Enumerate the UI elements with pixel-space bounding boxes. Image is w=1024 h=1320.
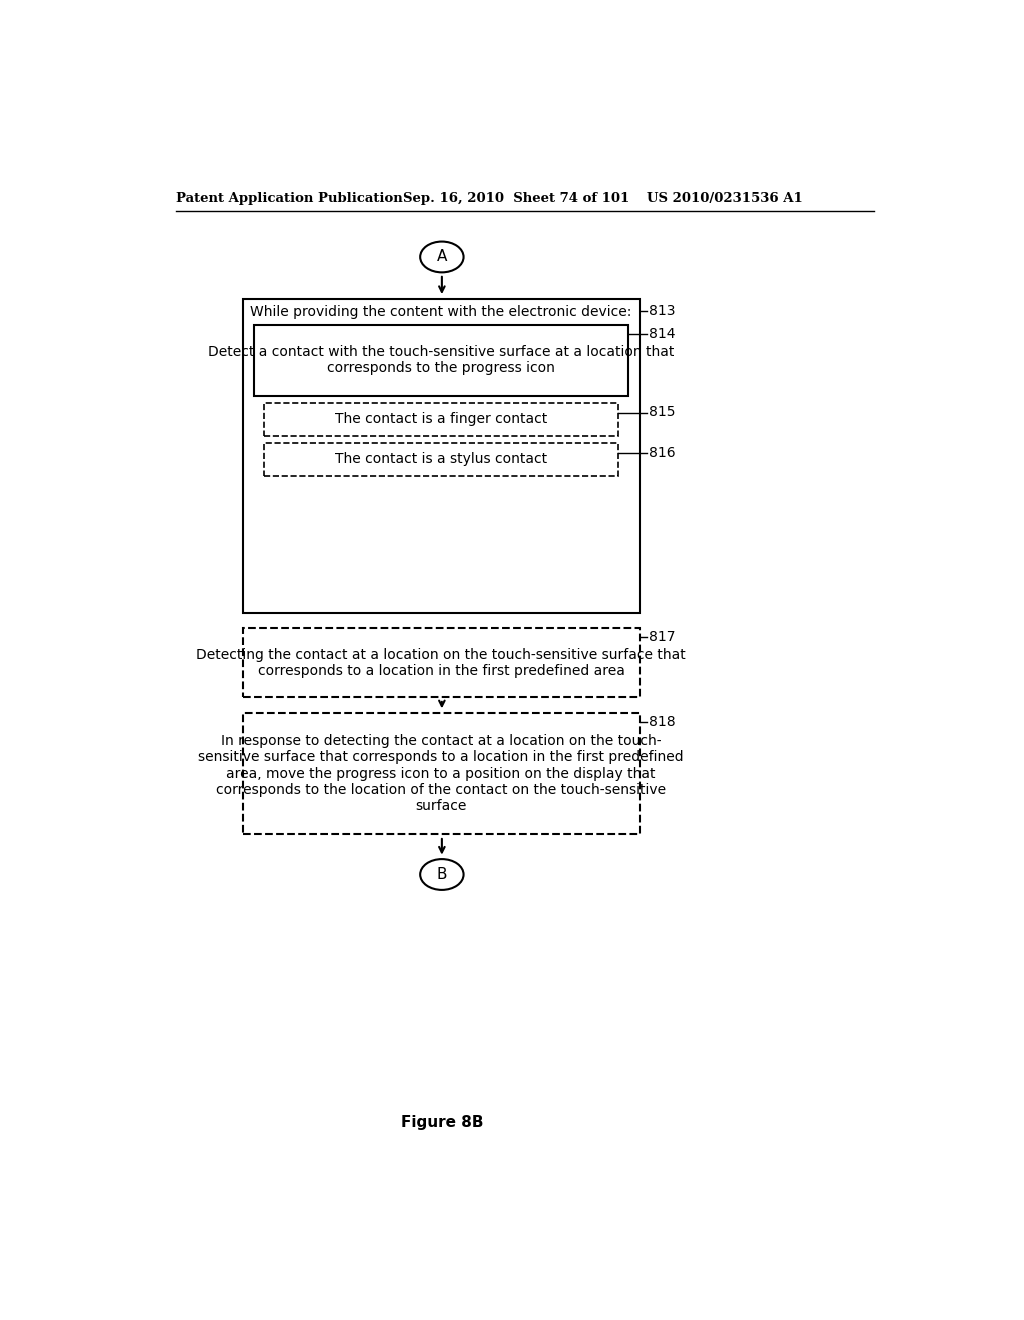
Bar: [243, 713, 640, 834]
Bar: [243, 628, 640, 697]
Text: Patent Application Publication: Patent Application Publication: [176, 191, 402, 205]
Text: 813: 813: [649, 304, 675, 318]
Text: 814: 814: [649, 327, 675, 341]
Text: 816: 816: [649, 446, 676, 459]
Text: While providing the content with the electronic device:: While providing the content with the ele…: [251, 305, 632, 319]
Bar: [254, 325, 628, 396]
Text: In response to detecting the contact at a location on the touch-
sensitive surfa: In response to detecting the contact at …: [199, 734, 684, 813]
Text: A: A: [436, 249, 447, 264]
Text: B: B: [436, 867, 447, 882]
Text: Figure 8B: Figure 8B: [400, 1115, 483, 1130]
Text: Detect a contact with the touch-sensitive surface at a location that
corresponds: Detect a contact with the touch-sensitiv…: [208, 345, 674, 375]
Bar: [243, 298, 640, 612]
Text: Detecting the contact at a location on the touch-sensitive surface that
correspo: Detecting the contact at a location on t…: [197, 648, 686, 678]
Text: The contact is a finger contact: The contact is a finger contact: [335, 412, 547, 426]
Text: 817: 817: [649, 631, 675, 644]
Text: Sep. 16, 2010  Sheet 74 of 101: Sep. 16, 2010 Sheet 74 of 101: [403, 191, 630, 205]
Text: 815: 815: [649, 405, 675, 420]
Text: US 2010/0231536 A1: US 2010/0231536 A1: [647, 191, 803, 205]
Bar: [263, 444, 617, 475]
Bar: [263, 404, 617, 436]
Text: The contact is a stylus contact: The contact is a stylus contact: [335, 453, 547, 466]
Text: 818: 818: [649, 715, 676, 729]
